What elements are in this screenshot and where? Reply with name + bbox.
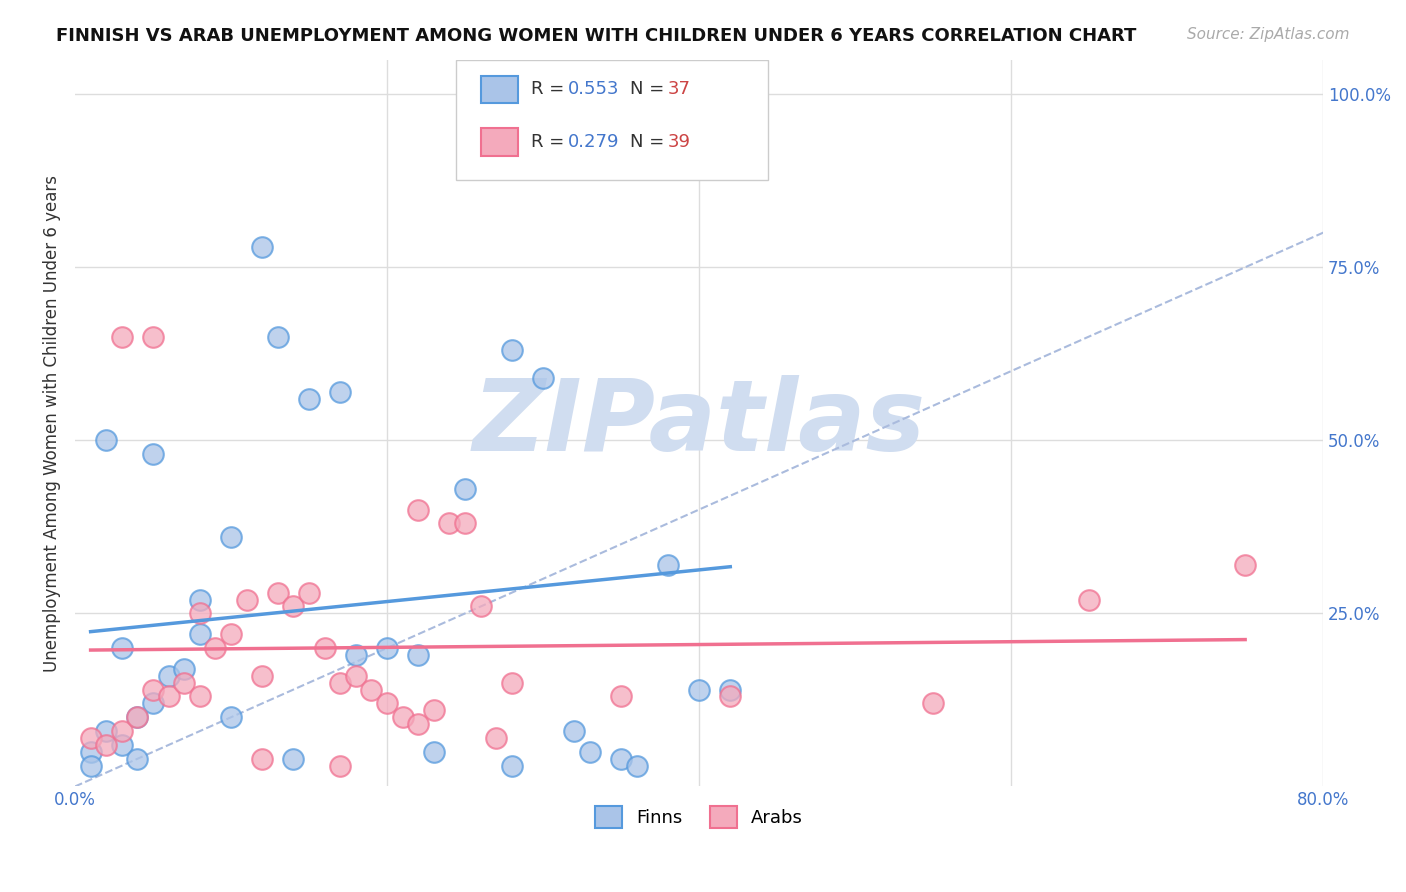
Point xyxy=(142,697,165,711)
Point xyxy=(501,675,523,690)
Point xyxy=(531,371,554,385)
Point xyxy=(96,738,118,752)
Point xyxy=(252,752,274,766)
Point xyxy=(127,710,149,724)
Point xyxy=(657,558,679,572)
Point xyxy=(219,710,242,724)
Point xyxy=(922,697,945,711)
Point xyxy=(406,502,429,516)
Point xyxy=(283,752,305,766)
Point xyxy=(485,731,508,745)
Text: 0.279: 0.279 xyxy=(568,133,620,151)
Point xyxy=(329,675,352,690)
Point xyxy=(127,710,149,724)
Point xyxy=(188,607,211,621)
Point xyxy=(501,758,523,772)
Point xyxy=(439,516,461,531)
Point xyxy=(283,599,305,614)
Point xyxy=(127,752,149,766)
Point xyxy=(562,724,585,739)
Point xyxy=(329,384,352,399)
Point xyxy=(610,752,633,766)
Point xyxy=(688,682,710,697)
Point xyxy=(111,329,134,343)
Text: ZIPatlas: ZIPatlas xyxy=(472,375,925,472)
Point xyxy=(157,669,180,683)
Point xyxy=(142,682,165,697)
Point xyxy=(188,592,211,607)
Point xyxy=(79,745,101,759)
Text: 37: 37 xyxy=(668,80,690,98)
Point xyxy=(79,758,101,772)
Point xyxy=(314,640,336,655)
Point xyxy=(360,682,382,697)
Point xyxy=(111,724,134,739)
Point xyxy=(626,758,648,772)
Point xyxy=(96,724,118,739)
Text: N =: N = xyxy=(630,133,671,151)
Point xyxy=(252,669,274,683)
Point xyxy=(188,690,211,704)
Legend: Finns, Arabs: Finns, Arabs xyxy=(588,799,810,836)
Point xyxy=(406,648,429,662)
Point xyxy=(173,662,195,676)
Point xyxy=(344,669,367,683)
Point xyxy=(375,697,398,711)
Point xyxy=(267,585,290,599)
Point xyxy=(501,343,523,358)
Point xyxy=(111,738,134,752)
FancyBboxPatch shape xyxy=(456,60,768,179)
Text: R =: R = xyxy=(530,80,569,98)
Point xyxy=(298,392,321,406)
Y-axis label: Unemployment Among Women with Children Under 6 years: Unemployment Among Women with Children U… xyxy=(44,175,60,672)
Text: 39: 39 xyxy=(668,133,690,151)
Point xyxy=(235,592,257,607)
Text: N =: N = xyxy=(630,80,671,98)
FancyBboxPatch shape xyxy=(481,128,517,155)
Text: R =: R = xyxy=(530,133,569,151)
Point xyxy=(219,627,242,641)
Point xyxy=(344,648,367,662)
Point xyxy=(96,434,118,448)
Point xyxy=(423,703,446,717)
Point xyxy=(204,640,226,655)
Point xyxy=(142,447,165,461)
Text: FINNISH VS ARAB UNEMPLOYMENT AMONG WOMEN WITH CHILDREN UNDER 6 YEARS CORRELATION: FINNISH VS ARAB UNEMPLOYMENT AMONG WOMEN… xyxy=(56,27,1136,45)
Text: Source: ZipAtlas.com: Source: ZipAtlas.com xyxy=(1187,27,1350,42)
Point xyxy=(252,239,274,253)
Point xyxy=(718,682,741,697)
Text: 0.553: 0.553 xyxy=(568,80,620,98)
Point xyxy=(375,640,398,655)
FancyBboxPatch shape xyxy=(481,76,517,103)
Point xyxy=(1234,558,1257,572)
Point xyxy=(718,690,741,704)
Point xyxy=(470,599,492,614)
Point xyxy=(79,731,101,745)
Point xyxy=(454,516,477,531)
Point xyxy=(111,640,134,655)
Point xyxy=(298,585,321,599)
Point xyxy=(657,87,679,102)
Point xyxy=(454,482,477,496)
Point xyxy=(1078,592,1101,607)
Point xyxy=(406,717,429,731)
Point xyxy=(173,675,195,690)
Point xyxy=(219,530,242,544)
Point xyxy=(188,627,211,641)
Point xyxy=(267,329,290,343)
Point xyxy=(157,690,180,704)
Point xyxy=(142,329,165,343)
Point xyxy=(391,710,413,724)
Point xyxy=(329,758,352,772)
Point xyxy=(579,745,602,759)
Point xyxy=(610,690,633,704)
Point xyxy=(423,745,446,759)
